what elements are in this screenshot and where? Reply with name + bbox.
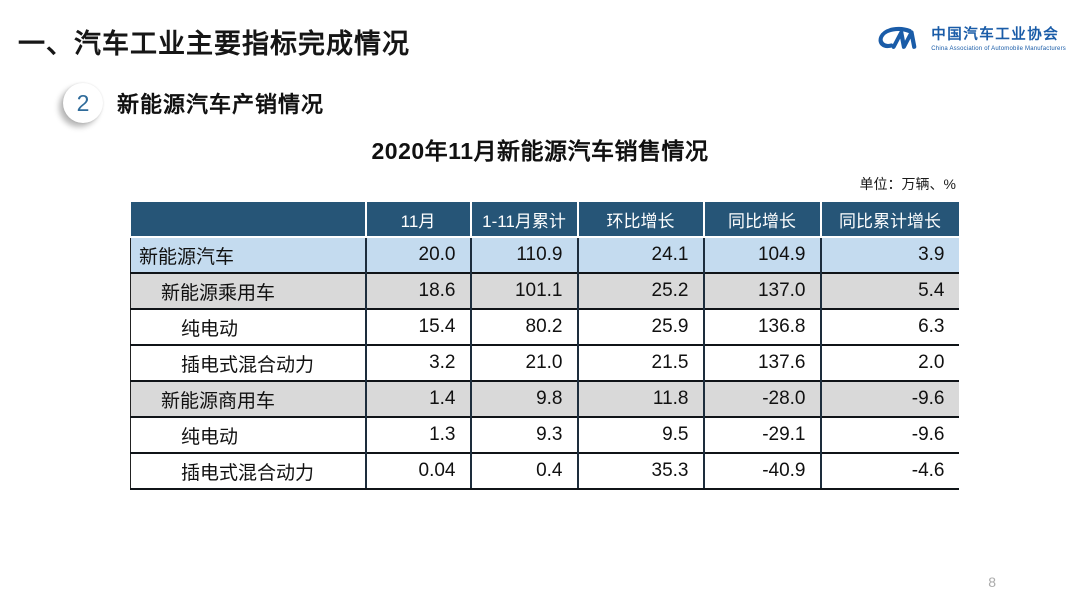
cell-value: 21.0 bbox=[470, 344, 579, 381]
cell-value: 137.6 bbox=[703, 344, 822, 381]
row-label: 新能源商用车 bbox=[130, 380, 367, 417]
column-header: 同比累计增长 bbox=[820, 202, 959, 238]
cell-value: 101.1 bbox=[470, 272, 579, 309]
cell-value: 3.9 bbox=[820, 236, 959, 273]
nev-sales-table: 11月 1-11月累计 环比增长 同比增长 同比累计增长 新能源汽车 20.0 110.9 2… bbox=[130, 202, 959, 490]
section-header: 2 新能源汽车产销情况 bbox=[63, 83, 324, 123]
cell-value: 136.8 bbox=[703, 308, 822, 345]
logo-text: 中国汽车工业协会 China Association of Automobile… bbox=[931, 26, 1066, 53]
table-row: 新能源汽车 20.0 110.9 24.1 104.9 3.9 bbox=[130, 236, 959, 273]
logo-name-en: China Association of Automobile Manufact… bbox=[931, 45, 1066, 52]
table-row: 插电式混合动力 3.2 21.0 21.5 137.6 2.0 bbox=[130, 344, 959, 381]
cell-value: 0.04 bbox=[365, 452, 472, 490]
cell-value: 137.0 bbox=[703, 272, 822, 309]
cell-value: 3.2 bbox=[365, 344, 472, 381]
row-label: 纯电动 bbox=[130, 308, 367, 345]
row-label: 新能源汽车 bbox=[130, 236, 367, 273]
cell-value: -29.1 bbox=[703, 416, 822, 453]
section-number-badge: 2 bbox=[63, 83, 103, 123]
column-header-category bbox=[130, 202, 367, 238]
cell-value: 6.3 bbox=[820, 308, 959, 345]
unit-label: 单位：万辆、% bbox=[859, 176, 956, 192]
section-label: 新能源汽车产销情况 bbox=[117, 92, 325, 117]
cell-value: 18.6 bbox=[365, 272, 472, 309]
cell-value: 9.8 bbox=[470, 380, 579, 417]
cell-value: 1.3 bbox=[365, 416, 472, 453]
row-label: 插电式混合动力 bbox=[130, 344, 367, 381]
logo-name-cn: 中国汽车工业协会 bbox=[931, 26, 1060, 43]
cell-value: 25.2 bbox=[577, 272, 705, 309]
cell-value: 2.0 bbox=[820, 344, 959, 381]
table-row: 新能源商用车 1.4 9.8 11.8 -28.0 -9.6 bbox=[130, 380, 959, 417]
page-number: 8 bbox=[988, 574, 996, 590]
cell-value: -9.6 bbox=[820, 416, 959, 453]
cell-value: 25.9 bbox=[577, 308, 705, 345]
cell-value: 20.0 bbox=[365, 236, 472, 273]
cell-value: -40.9 bbox=[703, 452, 822, 490]
cell-value: -9.6 bbox=[820, 380, 959, 417]
table-row: 插电式混合动力 0.04 0.4 35.3 -40.9 -4.6 bbox=[130, 452, 959, 490]
table-row: 纯电动 15.4 80.2 25.9 136.8 6.3 bbox=[130, 308, 959, 345]
cell-value: -4.6 bbox=[820, 452, 959, 490]
cell-value: 5.4 bbox=[820, 272, 959, 309]
table-body: 新能源汽车 20.0 110.9 24.1 104.9 3.9 新能源乘用车 18.6 101.… bbox=[130, 236, 959, 490]
column-header: 11月 bbox=[365, 202, 472, 238]
table-header: 11月 1-11月累计 环比增长 同比增长 同比累计增长 bbox=[130, 202, 959, 238]
column-header: 环比增长 bbox=[577, 202, 705, 238]
table-row: 纯电动 1.3 9.3 9.5 -29.1 -9.6 bbox=[130, 416, 959, 453]
organization-logo: 中国汽车工业协会 China Association of Automobile… bbox=[876, 24, 1066, 56]
cell-value: 104.9 bbox=[703, 236, 822, 273]
cell-value: 110.9 bbox=[470, 236, 579, 273]
cell-value: 11.8 bbox=[577, 380, 705, 417]
slide-title: 一、汽车工业主要指标完成情况 bbox=[18, 29, 410, 59]
cell-value: 9.5 bbox=[577, 416, 705, 453]
cell-value: 21.5 bbox=[577, 344, 705, 381]
cam-monogram-icon bbox=[878, 26, 917, 49]
cell-value: 0.4 bbox=[470, 452, 579, 490]
row-label: 插电式混合动力 bbox=[130, 452, 367, 490]
cell-value: 9.3 bbox=[470, 416, 579, 453]
table-title: 2020年11月新能源汽车销售情况 bbox=[371, 138, 709, 164]
cell-value: 1.4 bbox=[365, 380, 472, 417]
row-label: 纯电动 bbox=[130, 416, 367, 453]
cell-value: 24.1 bbox=[577, 236, 705, 273]
cell-value: 80.2 bbox=[470, 308, 579, 345]
row-label: 新能源乘用车 bbox=[130, 272, 367, 309]
cell-value: 35.3 bbox=[577, 452, 705, 490]
table-header-row: 11月 1-11月累计 环比增长 同比增长 同比累计增长 bbox=[130, 202, 959, 238]
cell-value: 15.4 bbox=[365, 308, 472, 345]
column-header: 1-11月累计 bbox=[470, 202, 579, 238]
column-header: 同比增长 bbox=[703, 202, 822, 238]
table-row: 新能源乘用车 18.6 101.1 25.2 137.0 5.4 bbox=[130, 272, 959, 309]
cell-value: -28.0 bbox=[703, 380, 822, 417]
